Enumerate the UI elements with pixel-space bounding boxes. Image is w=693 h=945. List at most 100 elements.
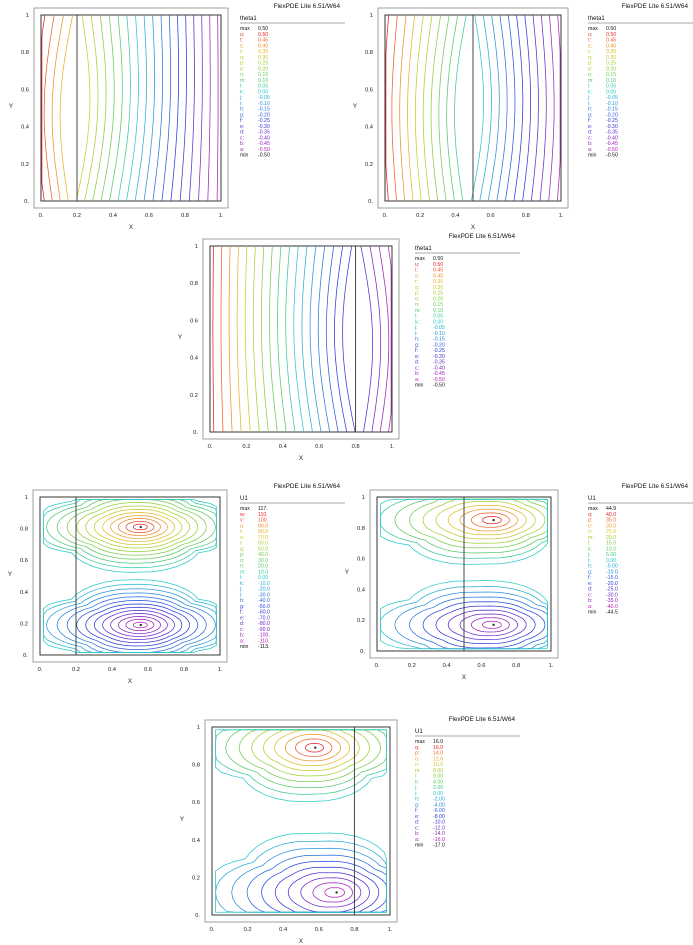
contour-line <box>161 14 171 202</box>
legend-level-letter: d: <box>415 820 419 826</box>
plot-frame <box>204 719 398 923</box>
contour-line <box>188 14 195 202</box>
contour-line <box>334 245 348 433</box>
legend-level-letter: g: <box>240 112 244 118</box>
contour-line <box>215 729 387 803</box>
contour-lines <box>215 729 387 913</box>
legend-level-letter: c: <box>240 135 244 141</box>
contour-line <box>459 613 518 637</box>
contour-line <box>102 610 175 640</box>
contour-line <box>118 518 161 536</box>
contour-line <box>43 499 217 573</box>
contour-line <box>244 245 251 433</box>
x-tick-label: 0.6 <box>487 213 495 219</box>
legend-level-value: -0.10 <box>606 101 618 107</box>
contour-line <box>312 882 353 903</box>
contour-line <box>295 738 333 757</box>
contour-line <box>43 579 217 653</box>
y-tick-label: 1 <box>25 495 28 501</box>
legend: theta1 max 0.50 u: 0.50 t: 0.45 s: 0.40 r: 0.35 q: 0… <box>587 16 693 159</box>
legend-level-value: 0.00 <box>433 319 443 325</box>
legend: theta1 max 0.50 u: 0.50 t: 0.45 s: 0.40 r: 0.35 q: 0… <box>239 16 345 159</box>
legend-level-value: 70.0 <box>258 535 268 541</box>
x-axis-label: X <box>462 674 466 681</box>
legend-level-value: -0.50 <box>258 147 270 153</box>
legend-level-letter: t: <box>415 268 418 274</box>
x-tick-label: 1. <box>390 444 395 450</box>
y-tick-label: 0.2 <box>21 162 29 168</box>
legend-level-letter: j: <box>587 95 591 101</box>
legend-level-value: 25.0 <box>606 529 616 535</box>
contour-line <box>110 613 168 637</box>
legend-level-letter: c: <box>588 592 592 598</box>
contour-line <box>118 616 161 634</box>
legend-level-value: 30.0 <box>258 558 268 564</box>
legend-level-letter: p: <box>415 291 419 297</box>
contour-line <box>43 14 55 202</box>
legend: U1 max 16.0 q: 16.0 p: 14.0 o: 12.0 n: 10.0 m: 8.00 l… <box>414 729 520 849</box>
contour-line <box>170 14 179 202</box>
contour-line <box>300 877 362 908</box>
y-tick-label: 1 <box>197 725 200 731</box>
legend-level-value: 0.25 <box>258 61 268 67</box>
legend-level-letter: b: <box>415 831 419 837</box>
legend-level-letter: e: <box>415 814 419 820</box>
legend-level-letter: o: <box>588 523 592 529</box>
y-tick-label: 0.8 <box>190 281 198 287</box>
y-tick-label: 1 <box>195 244 198 250</box>
contour-line <box>407 14 416 202</box>
legend-level-value: -110. <box>258 638 269 644</box>
legend-level-value: -14.0 <box>433 831 445 837</box>
legend-level-value: 0.10 <box>433 308 443 314</box>
y-tick-label: 0. <box>23 653 28 659</box>
legend-level-value: 80.0 <box>258 529 268 535</box>
y-axis-label: Y <box>180 816 184 823</box>
legend-level-letter: h: <box>588 564 592 570</box>
legend-level-value: 60.0 <box>258 541 268 547</box>
legend-level-value: -40.0 <box>258 598 270 604</box>
legend-min-value: -0.50 <box>606 153 618 159</box>
legend-level-letter: l: <box>240 84 243 90</box>
y-tick-label: 0.4 <box>190 356 199 362</box>
contour-line <box>447 505 527 536</box>
legend-level-letter: k: <box>588 89 592 95</box>
legend-level-value: 40.0 <box>606 512 616 518</box>
x-tick-label: 1. <box>218 667 223 673</box>
legend-level-letter: n: <box>415 762 419 768</box>
contour-line <box>287 872 370 913</box>
legend-title: theta1 <box>240 16 257 22</box>
y-axis-label: Y <box>178 334 182 341</box>
legend-level-value: -16.0 <box>433 837 445 843</box>
legend-level-letter: p: <box>588 61 592 67</box>
legend-level-value: 0.10 <box>606 78 616 84</box>
legend-level-letter: i: <box>240 101 243 107</box>
x-tick-label: 0.6 <box>315 444 323 450</box>
x-tick-label: 1. <box>549 663 554 669</box>
legend-level-letter: o: <box>415 756 419 762</box>
legend-level-letter: l: <box>415 314 418 320</box>
x-tick-label: 0.4 <box>108 667 117 673</box>
legend-level-letter: n: <box>588 529 592 535</box>
legend-level-letter: c: <box>588 135 592 141</box>
contour-line <box>470 14 484 202</box>
y-tick-label: 0. <box>360 649 365 655</box>
legend-level-value: 0.35 <box>258 49 268 55</box>
x-axis-label: X <box>471 224 475 231</box>
legend-level-value: 0.00 <box>258 575 268 581</box>
legend-level-value: 0.10 <box>258 78 268 84</box>
legend-min-value: -0.50 <box>258 153 270 159</box>
legend-level-value: -15.0 <box>606 575 618 581</box>
legend-level-value: 10.0 <box>606 546 616 552</box>
legend-min-label: min <box>240 153 248 159</box>
legend-level-value: -90.0 <box>258 627 270 633</box>
legend-level-value: -0.40 <box>433 365 445 371</box>
y-tick-label: 0.4 <box>365 125 374 131</box>
legend-level-letter: a: <box>240 147 244 153</box>
legend-level-value: -20.0 <box>258 587 270 593</box>
legend-level-value: -5.00 <box>606 564 618 570</box>
legend-level-letter: g: <box>588 569 592 575</box>
legend-level-value: -30.0 <box>258 592 270 598</box>
legend-level-value: 0.25 <box>433 291 443 297</box>
contour-line <box>261 245 269 433</box>
